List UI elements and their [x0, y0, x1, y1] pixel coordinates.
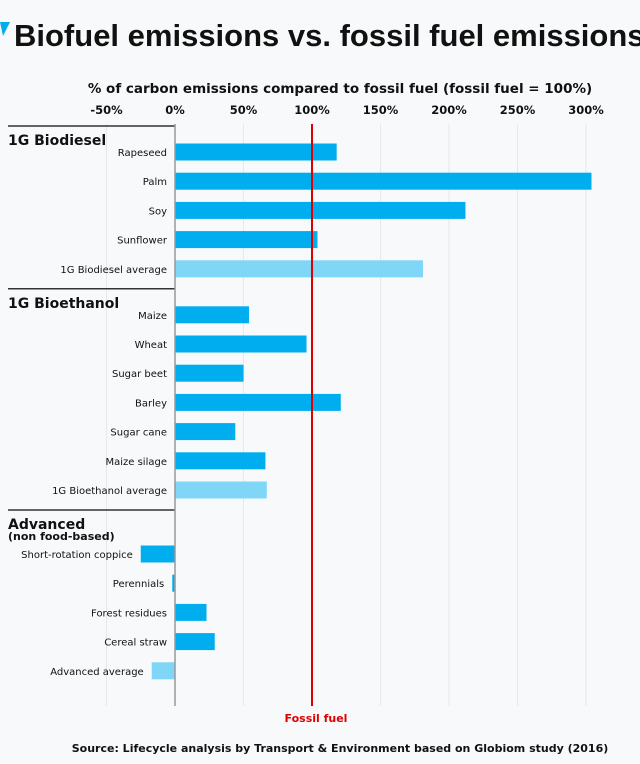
bar [140, 545, 175, 563]
x-tick-label: 150% [363, 103, 399, 117]
source-note: Source: Lifecycle analysis by Transport … [72, 742, 609, 755]
x-tick-label: 300% [568, 103, 604, 117]
group-label: 1G Biodiesel [8, 133, 106, 149]
bar [175, 633, 215, 651]
x-tick-label: 50% [230, 103, 258, 117]
group-label: 1G Bioethanol [8, 296, 119, 312]
bar [151, 662, 175, 680]
bar [175, 335, 307, 353]
x-tick-label: 0% [165, 103, 185, 117]
x-axis-title: % of carbon emissions compared to fossil… [88, 81, 592, 97]
chart-title: Biofuel emissions vs. fossil fuel emissi… [14, 18, 640, 53]
category-label: 1G Bioethanol average [52, 486, 167, 497]
category-label: Sugar beet [112, 369, 167, 380]
x-tick-label: -50% [90, 103, 123, 117]
bar [172, 574, 175, 592]
category-label: Soy [149, 206, 167, 217]
category-label: Wheat [135, 340, 168, 351]
bar [175, 603, 207, 621]
group-subtitle: (non food-based) [8, 530, 115, 543]
category-label: Maize silage [105, 457, 167, 468]
bar [175, 364, 244, 382]
category-label: Rapeseed [118, 148, 167, 159]
category-label: Sugar cane [110, 428, 167, 439]
category-label: Maize [138, 311, 167, 322]
category-label: Short-rotation coppice [21, 550, 133, 561]
bar [175, 481, 267, 499]
bar [175, 423, 236, 441]
category-label: 1G Biodiesel average [60, 265, 167, 276]
x-tick-label: 250% [500, 103, 536, 117]
category-label: Cereal straw [104, 638, 167, 649]
bar [175, 306, 249, 324]
category-label: Sunflower [117, 236, 168, 247]
x-tick-label: 100% [294, 103, 330, 117]
category-label: Perennials [113, 579, 164, 590]
bar [175, 201, 466, 219]
group-label: Advanced [8, 517, 85, 533]
bar [175, 172, 592, 190]
bar [175, 143, 337, 161]
category-label: Barley [135, 398, 167, 409]
category-label: Advanced average [50, 667, 144, 678]
title-accent-icon [0, 22, 10, 36]
bar [175, 260, 423, 278]
x-tick-label: 200% [431, 103, 467, 117]
bar [175, 231, 318, 249]
bar [175, 452, 266, 470]
category-label: Forest residues [91, 608, 167, 619]
bar [175, 393, 341, 411]
fossil-fuel-label: Fossil fuel [285, 712, 348, 725]
category-label: Palm [143, 177, 167, 188]
